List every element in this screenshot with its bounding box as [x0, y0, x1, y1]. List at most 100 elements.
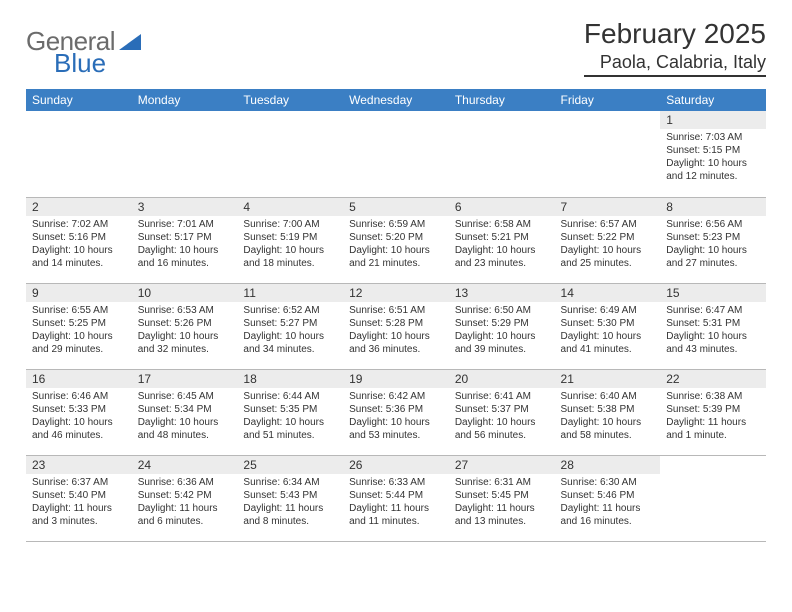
- sunset: Sunset: 5:25 PM: [32, 317, 126, 330]
- sunset: Sunset: 5:30 PM: [561, 317, 655, 330]
- daylight: Daylight: 10 hours and 39 minutes.: [455, 330, 549, 356]
- daylight: Daylight: 11 hours and 13 minutes.: [455, 502, 549, 528]
- sunrise: Sunrise: 7:03 AM: [666, 131, 760, 144]
- sunrise: Sunrise: 6:50 AM: [455, 304, 549, 317]
- sunset: Sunset: 5:22 PM: [561, 231, 655, 244]
- sunset: Sunset: 5:38 PM: [561, 403, 655, 416]
- weekday-wed: Wednesday: [343, 89, 449, 111]
- sunset: Sunset: 5:31 PM: [666, 317, 760, 330]
- sunset: Sunset: 5:33 PM: [32, 403, 126, 416]
- sunrise: Sunrise: 6:51 AM: [349, 304, 443, 317]
- sunrise: Sunrise: 6:42 AM: [349, 390, 443, 403]
- day-cell: 20Sunrise: 6:41 AMSunset: 5:37 PMDayligh…: [449, 369, 555, 455]
- weekday-fri: Friday: [555, 89, 661, 111]
- daylight: Daylight: 10 hours and 43 minutes.: [666, 330, 760, 356]
- sunset: Sunset: 5:45 PM: [455, 489, 549, 502]
- daylight: Daylight: 10 hours and 12 minutes.: [666, 157, 760, 183]
- day-info: Sunrise: 6:38 AMSunset: 5:39 PMDaylight:…: [660, 388, 766, 446]
- daylight: Daylight: 11 hours and 8 minutes.: [243, 502, 337, 528]
- sunrise: Sunrise: 7:02 AM: [32, 218, 126, 231]
- sunrise: Sunrise: 6:53 AM: [138, 304, 232, 317]
- day-info: Sunrise: 6:31 AMSunset: 5:45 PMDaylight:…: [449, 474, 555, 532]
- daylight: Daylight: 10 hours and 18 minutes.: [243, 244, 337, 270]
- day-cell: 3Sunrise: 7:01 AMSunset: 5:17 PMDaylight…: [132, 197, 238, 283]
- sunset: Sunset: 5:46 PM: [561, 489, 655, 502]
- sunrise: Sunrise: 6:59 AM: [349, 218, 443, 231]
- day-cell: 13Sunrise: 6:50 AMSunset: 5:29 PMDayligh…: [449, 283, 555, 369]
- day-cell: 12Sunrise: 6:51 AMSunset: 5:28 PMDayligh…: [343, 283, 449, 369]
- sunrise: Sunrise: 6:38 AM: [666, 390, 760, 403]
- title-block: February 2025 Paola, Calabria, Italy: [584, 18, 766, 77]
- sunrise: Sunrise: 6:57 AM: [561, 218, 655, 231]
- day-number: 11: [237, 284, 343, 302]
- sunset: Sunset: 5:28 PM: [349, 317, 443, 330]
- daylight: Daylight: 10 hours and 14 minutes.: [32, 244, 126, 270]
- sunrise: Sunrise: 7:01 AM: [138, 218, 232, 231]
- sunset: Sunset: 5:35 PM: [243, 403, 337, 416]
- day-cell: 23Sunrise: 6:37 AMSunset: 5:40 PMDayligh…: [26, 455, 132, 541]
- daylight: Daylight: 11 hours and 11 minutes.: [349, 502, 443, 528]
- sunset: Sunset: 5:16 PM: [32, 231, 126, 244]
- sunset: Sunset: 5:15 PM: [666, 144, 760, 157]
- sunrise: Sunrise: 6:49 AM: [561, 304, 655, 317]
- calendar-row: 23Sunrise: 6:37 AMSunset: 5:40 PMDayligh…: [26, 455, 766, 541]
- day-cell: 5Sunrise: 6:59 AMSunset: 5:20 PMDaylight…: [343, 197, 449, 283]
- sunrise: Sunrise: 6:55 AM: [32, 304, 126, 317]
- calendar-row: 9Sunrise: 6:55 AMSunset: 5:25 PMDaylight…: [26, 283, 766, 369]
- day-number: 2: [26, 198, 132, 216]
- sunrise: Sunrise: 6:41 AM: [455, 390, 549, 403]
- day-info: Sunrise: 7:03 AMSunset: 5:15 PMDaylight:…: [660, 129, 766, 187]
- day-info: Sunrise: 6:44 AMSunset: 5:35 PMDaylight:…: [237, 388, 343, 446]
- day-number: 16: [26, 370, 132, 388]
- day-number: 21: [555, 370, 661, 388]
- day-info: Sunrise: 6:42 AMSunset: 5:36 PMDaylight:…: [343, 388, 449, 446]
- day-number: 10: [132, 284, 238, 302]
- sunrise: Sunrise: 6:47 AM: [666, 304, 760, 317]
- day-info: Sunrise: 6:52 AMSunset: 5:27 PMDaylight:…: [237, 302, 343, 360]
- day-cell: 2 Sunrise: 7:02 AMSunset: 5:16 PMDaylight…: [26, 197, 132, 283]
- sunset: Sunset: 5:42 PM: [138, 489, 232, 502]
- day-info: Sunrise: 6:56 AMSunset: 5:23 PMDaylight:…: [660, 216, 766, 274]
- day-info: Sunrise: 6:45 AMSunset: 5:34 PMDaylight:…: [132, 388, 238, 446]
- logo-triangle-icon: [119, 26, 141, 57]
- day-info: Sunrise: 6:50 AMSunset: 5:29 PMDaylight:…: [449, 302, 555, 360]
- day-cell: 11Sunrise: 6:52 AMSunset: 5:27 PMDayligh…: [237, 283, 343, 369]
- sunrise: Sunrise: 6:58 AM: [455, 218, 549, 231]
- sunset: Sunset: 5:20 PM: [349, 231, 443, 244]
- daylight: Daylight: 10 hours and 56 minutes.: [455, 416, 549, 442]
- empty-cell: [555, 111, 661, 197]
- day-info: Sunrise: 6:57 AMSunset: 5:22 PMDaylight:…: [555, 216, 661, 274]
- day-number: 15: [660, 284, 766, 302]
- daylight: Daylight: 10 hours and 36 minutes.: [349, 330, 443, 356]
- day-number: 25: [237, 456, 343, 474]
- header: General February 2025 Paola, Calabria, I…: [26, 18, 766, 77]
- calendar-body: 1Sunrise: 7:03 AMSunset: 5:15 PMDaylight…: [26, 111, 766, 541]
- day-cell: 19Sunrise: 6:42 AMSunset: 5:36 PMDayligh…: [343, 369, 449, 455]
- sunset: Sunset: 5:40 PM: [32, 489, 126, 502]
- day-number: 1: [660, 111, 766, 129]
- sunrise: Sunrise: 6:52 AM: [243, 304, 337, 317]
- day-number: 3: [132, 198, 238, 216]
- daylight: Daylight: 10 hours and 53 minutes.: [349, 416, 443, 442]
- sunset: Sunset: 5:23 PM: [666, 231, 760, 244]
- sunrise: Sunrise: 6:31 AM: [455, 476, 549, 489]
- day-number: 26: [343, 456, 449, 474]
- location: Paola, Calabria, Italy: [584, 52, 766, 77]
- weekday-thu: Thursday: [449, 89, 555, 111]
- day-info: Sunrise: 6:36 AMSunset: 5:42 PMDaylight:…: [132, 474, 238, 532]
- day-number: 18: [237, 370, 343, 388]
- day-number: 13: [449, 284, 555, 302]
- day-cell: 7Sunrise: 6:57 AMSunset: 5:22 PMDaylight…: [555, 197, 661, 283]
- weekday-sat: Saturday: [660, 89, 766, 111]
- daylight: Daylight: 11 hours and 3 minutes.: [32, 502, 126, 528]
- daylight: Daylight: 10 hours and 48 minutes.: [138, 416, 232, 442]
- daylight: Daylight: 10 hours and 41 minutes.: [561, 330, 655, 356]
- sunset: Sunset: 5:21 PM: [455, 231, 549, 244]
- sunset: Sunset: 5:34 PM: [138, 403, 232, 416]
- day-info: Sunrise: 6:53 AMSunset: 5:26 PMDaylight:…: [132, 302, 238, 360]
- day-cell: 14Sunrise: 6:49 AMSunset: 5:30 PMDayligh…: [555, 283, 661, 369]
- sunset: Sunset: 5:39 PM: [666, 403, 760, 416]
- sunset: Sunset: 5:37 PM: [455, 403, 549, 416]
- day-info: Sunrise: 6:49 AMSunset: 5:30 PMDaylight:…: [555, 302, 661, 360]
- weekday-row: Sunday Monday Tuesday Wednesday Thursday…: [26, 89, 766, 111]
